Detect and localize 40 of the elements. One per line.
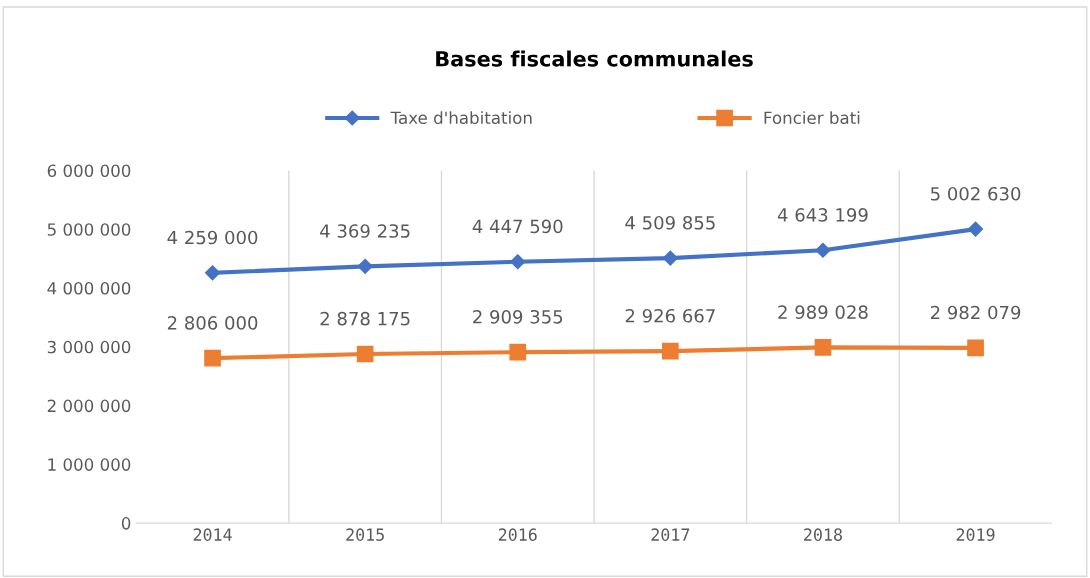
point	[510, 254, 526, 270]
y-tick-label: 1 000 000	[48, 458, 131, 471]
y-tick-label: 5 000 000	[47, 223, 131, 236]
data-label: 4 643 199	[777, 208, 868, 222]
data-label: 2 989 028	[778, 305, 868, 319]
point	[204, 349, 221, 367]
x-tick-label: 2015	[346, 528, 384, 541]
chart-title: Bases fiscales communales	[436, 50, 753, 67]
y-tick-label: 4 000 000	[47, 282, 131, 295]
x-tick-label: 2019	[956, 528, 995, 541]
y-tick-label: 0	[121, 517, 131, 530]
point	[662, 342, 679, 360]
y-tick-label: 3 000 000	[47, 340, 131, 354]
data-label: 4 259 000	[167, 230, 258, 245]
y-tick-label: 6 000 000	[47, 164, 131, 178]
data-label: 2 982 079	[930, 305, 1021, 320]
legend-label: Foncier bati	[764, 111, 860, 125]
x-tick-label: 2016	[498, 528, 537, 541]
data-label: 4 369 235	[320, 224, 410, 238]
point	[967, 339, 984, 357]
data-label: 4 509 855	[625, 215, 715, 230]
legend-label: Taxe d'habitation	[390, 111, 532, 125]
point	[662, 250, 678, 266]
point	[967, 221, 984, 237]
data-label: 5 002 630	[931, 186, 1021, 201]
data-label: 2 909 355	[473, 309, 563, 324]
data-label: 2 806 000	[167, 316, 258, 330]
point	[204, 265, 221, 281]
x-tick-label: 2017	[651, 528, 690, 541]
data-label: 4 447 590	[472, 219, 563, 234]
x-tick-label: 2018	[804, 528, 842, 541]
point	[509, 343, 527, 361]
data-label: 2 926 667	[625, 308, 715, 323]
point	[814, 339, 832, 356]
point	[357, 258, 373, 274]
x-tick-label: 2014	[193, 528, 232, 541]
y-tick-label: 2 000 000	[47, 399, 131, 413]
point	[815, 242, 831, 258]
data-label: 2 878 175	[320, 311, 410, 326]
point	[356, 345, 374, 363]
